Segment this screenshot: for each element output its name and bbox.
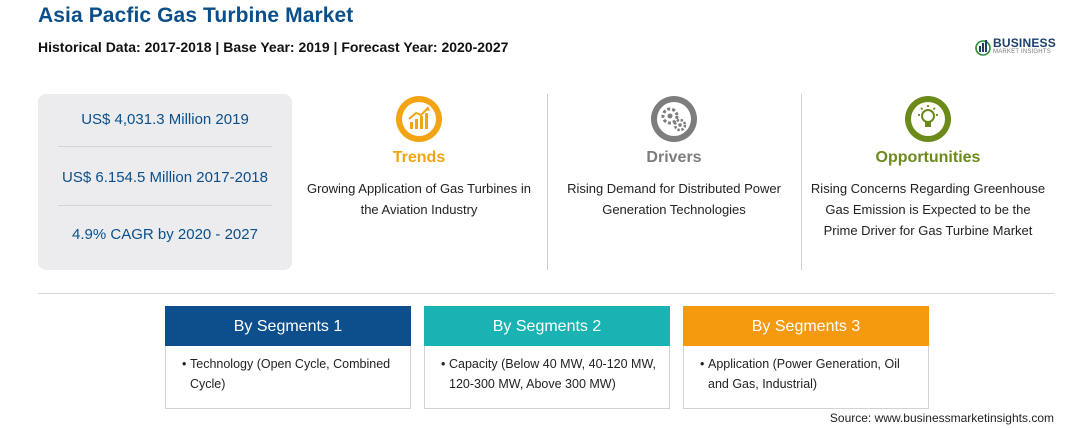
stat-divider bbox=[58, 205, 272, 206]
segment-card-3: By Segments 3 • Application (Power Gener… bbox=[683, 306, 929, 409]
segment-2-item: • Capacity (Below 40 MW, 40-120 MW, 120-… bbox=[437, 354, 665, 394]
source-link[interactable]: Source: www.businessmarketinsights.com bbox=[829, 411, 1054, 425]
trends-column: Trends Growing Application of Gas Turbin… bbox=[292, 94, 546, 270]
segment-3-header: By Segments 3 bbox=[683, 306, 929, 346]
lightbulb-icon bbox=[905, 96, 951, 142]
column-divider bbox=[801, 94, 802, 270]
segment-card-1: By Segments 1 • Technology (Open Cycle, … bbox=[165, 306, 411, 409]
stat-divider bbox=[58, 146, 272, 147]
column-divider bbox=[547, 94, 548, 270]
bullet: • bbox=[182, 357, 187, 371]
opportunities-label: Opportunities bbox=[875, 149, 981, 166]
segment-3-item: • Application (Power Generation, Oil and… bbox=[696, 354, 924, 394]
growth-chart-icon bbox=[396, 96, 442, 142]
trends-label: Trends bbox=[392, 149, 446, 166]
trends-text: Growing Application of Gas Turbines in t… bbox=[306, 181, 531, 217]
gears-icon bbox=[651, 96, 697, 142]
segment-2-text: Capacity (Below 40 MW, 40-120 MW, 120-30… bbox=[449, 357, 657, 391]
opportunities-text: Rising Concerns Regarding Greenhouse Gas… bbox=[810, 181, 1046, 238]
drivers-text: Rising Demand for Distributed Power Gene… bbox=[567, 181, 781, 217]
segment-1-item: • Technology (Open Cycle, Combined Cycle… bbox=[178, 354, 406, 394]
stat-historical-value: US$ 6.154.5 Million 2017-2018 bbox=[62, 169, 268, 186]
segment-1-text: Technology (Open Cycle, Combined Cycle) bbox=[190, 357, 391, 391]
bullet: • bbox=[700, 357, 705, 371]
bullet: • bbox=[441, 357, 446, 371]
segment-1-header: By Segments 1 bbox=[165, 306, 411, 346]
opportunities-column: Opportunities Rising Concerns Regarding … bbox=[801, 94, 1055, 270]
segment-3-text: Application (Power Generation, Oil and G… bbox=[708, 357, 900, 391]
bar-chart-globe-icon bbox=[975, 40, 991, 56]
segment-2-header: By Segments 2 bbox=[424, 306, 670, 346]
logo-tagline: MARKET INSIGHTS bbox=[993, 49, 1051, 55]
stat-market-size-2019: US$ 4,031.3 Million 2019 bbox=[81, 111, 249, 128]
page-subtitle: Historical Data: 2017-2018 | Base Year: … bbox=[38, 39, 509, 55]
stat-cagr: 4.9% CAGR by 2020 - 2027 bbox=[72, 226, 258, 243]
logo-name: BUSINESS bbox=[993, 36, 1056, 50]
page-title: Asia Pacfic Gas Turbine Market bbox=[38, 4, 354, 27]
drivers-label: Drivers bbox=[646, 149, 702, 166]
market-stats-panel: US$ 4,031.3 Million 2019 US$ 6.154.5 Mil… bbox=[38, 94, 292, 270]
section-divider bbox=[38, 293, 1054, 294]
brand-logo[interactable]: BUSINESS MARKET INSIGHTS bbox=[975, 36, 1065, 59]
segment-card-2: By Segments 2 • Capacity (Below 40 MW, 4… bbox=[424, 306, 670, 409]
drivers-column: Drivers Rising Demand for Distributed Po… bbox=[547, 94, 801, 270]
